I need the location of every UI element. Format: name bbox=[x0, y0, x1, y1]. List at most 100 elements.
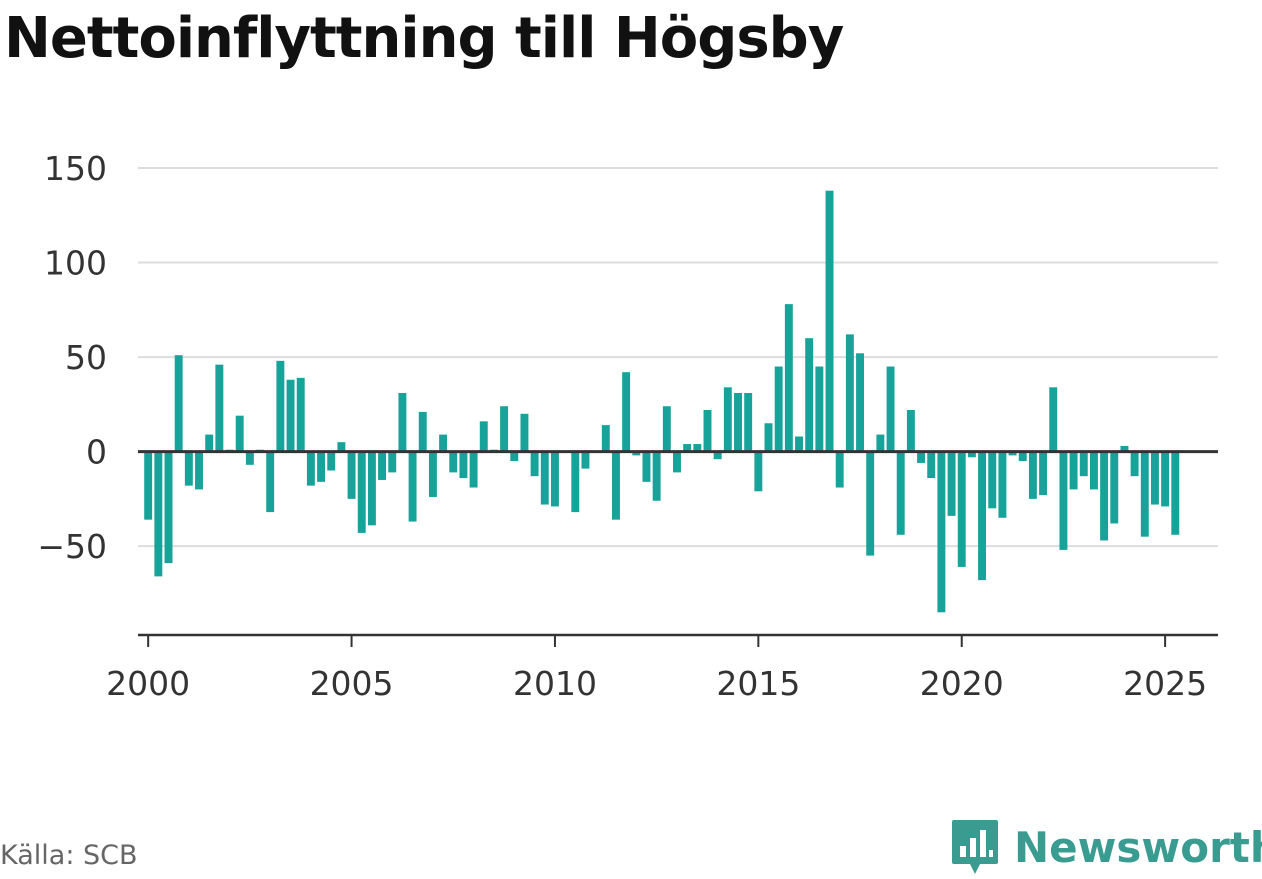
bar bbox=[1140, 451, 1149, 537]
x-tick-label: 2015 bbox=[716, 664, 800, 703]
bar bbox=[469, 451, 478, 488]
bar bbox=[550, 451, 559, 507]
bar bbox=[784, 304, 793, 452]
bar bbox=[418, 411, 427, 452]
bar bbox=[947, 451, 956, 516]
bar bbox=[439, 434, 448, 452]
bars bbox=[144, 190, 1180, 613]
bar bbox=[266, 451, 275, 513]
bar bbox=[1100, 451, 1109, 541]
bar bbox=[459, 451, 468, 479]
bar bbox=[1069, 451, 1078, 490]
bar bbox=[245, 451, 254, 465]
bar bbox=[835, 451, 844, 488]
bar bbox=[317, 451, 326, 482]
bar bbox=[1018, 451, 1027, 462]
bar bbox=[1089, 451, 1098, 490]
brand-name: Newsworthy bbox=[1014, 822, 1262, 872]
bar bbox=[927, 451, 936, 479]
bar bbox=[723, 387, 732, 452]
bar bbox=[144, 451, 153, 520]
y-tick-labels: 150 100 50 0 −50 bbox=[37, 149, 107, 566]
bar bbox=[296, 377, 305, 452]
bar bbox=[917, 451, 926, 463]
bar bbox=[398, 392, 407, 452]
bar bbox=[367, 451, 376, 526]
y-tick-label: 0 bbox=[86, 433, 107, 472]
bar bbox=[967, 451, 976, 458]
bar bbox=[408, 451, 417, 522]
bar bbox=[235, 415, 244, 452]
y-tick-label: 50 bbox=[65, 338, 107, 377]
bar bbox=[347, 451, 356, 499]
bar bbox=[652, 451, 661, 501]
bar bbox=[896, 451, 905, 535]
bar bbox=[795, 436, 803, 452]
bar bbox=[622, 372, 631, 452]
bar bbox=[805, 338, 814, 452]
bar bbox=[906, 410, 915, 452]
bar bbox=[734, 392, 742, 452]
axes bbox=[138, 450, 1218, 647]
bar bbox=[612, 451, 620, 520]
page-title: Nettoinflyttning till Högsby bbox=[4, 6, 844, 71]
bar bbox=[306, 451, 315, 486]
bar bbox=[845, 334, 854, 452]
bar bbox=[662, 406, 671, 452]
bar bbox=[744, 392, 753, 452]
bar bbox=[500, 406, 509, 452]
bar bbox=[215, 364, 224, 452]
bar bbox=[1049, 387, 1058, 452]
bar bbox=[530, 451, 539, 477]
bar bbox=[1110, 451, 1119, 524]
bar bbox=[449, 451, 458, 473]
bar bbox=[693, 444, 702, 452]
bar bbox=[174, 355, 183, 452]
bar bbox=[1150, 451, 1159, 505]
bar bbox=[1120, 445, 1129, 452]
bar bbox=[632, 451, 641, 456]
bar bbox=[713, 451, 722, 460]
bar bbox=[1028, 451, 1037, 499]
bar bbox=[642, 451, 651, 482]
bar bbox=[327, 451, 336, 471]
bar bbox=[357, 451, 366, 533]
bar bbox=[988, 451, 997, 509]
bar bbox=[581, 451, 590, 469]
bar bbox=[876, 434, 885, 452]
y-tick-label: −50 bbox=[37, 527, 107, 566]
bar bbox=[957, 451, 966, 567]
bar bbox=[195, 451, 203, 490]
bar bbox=[673, 451, 681, 473]
bar bbox=[754, 451, 763, 492]
bar bbox=[815, 366, 824, 452]
bar bbox=[479, 421, 488, 452]
x-tick-label: 2025 bbox=[1123, 664, 1207, 703]
bar bbox=[1161, 451, 1170, 507]
y-tick-label: 150 bbox=[44, 149, 107, 188]
bar bbox=[601, 425, 610, 452]
bar bbox=[184, 451, 193, 486]
x-tick-label: 2005 bbox=[310, 664, 394, 703]
y-tick-label: 100 bbox=[44, 244, 107, 283]
bar bbox=[388, 451, 397, 473]
bar bbox=[1008, 451, 1017, 456]
bar bbox=[510, 451, 519, 462]
bar bbox=[998, 451, 1007, 518]
bar bbox=[286, 379, 295, 452]
bar bbox=[428, 451, 437, 497]
bar bbox=[164, 451, 173, 564]
bar bbox=[276, 360, 285, 452]
bar bbox=[825, 190, 834, 452]
x-tick-label: 2000 bbox=[106, 664, 190, 703]
gridlines bbox=[138, 167, 1218, 548]
x-tick-labels: 2000 2005 2010 2015 2020 2025 bbox=[106, 664, 1207, 703]
source-label: Källa: SCB bbox=[0, 840, 138, 871]
bar bbox=[205, 434, 214, 452]
bar bbox=[866, 451, 875, 556]
bar bbox=[1039, 451, 1048, 496]
x-tick-label: 2020 bbox=[920, 664, 1004, 703]
bar bbox=[978, 451, 987, 581]
bar bbox=[1171, 451, 1180, 535]
